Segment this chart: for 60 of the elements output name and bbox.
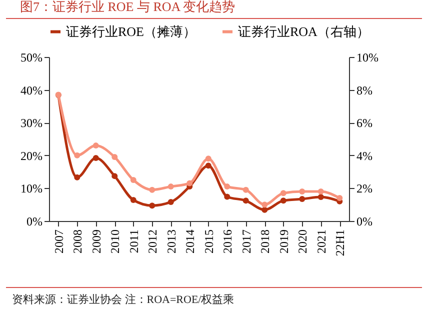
x-tick-label: 2011 — [126, 230, 141, 254]
y2-tick-label: 10% — [356, 50, 378, 64]
x-tick-label: 2014 — [183, 230, 198, 254]
point — [318, 194, 324, 200]
chart-title: 图7：证券行业 ROE 与 ROA 变化趋势 — [6, 0, 422, 19]
point — [224, 184, 230, 190]
point — [112, 173, 118, 180]
point — [280, 198, 286, 204]
y2-tick-label: 6% — [356, 116, 372, 130]
point — [205, 156, 212, 162]
y-tick-label: 50% — [20, 50, 42, 64]
x-tick-label: 2013 — [164, 230, 178, 254]
y-tick-label: 10% — [20, 182, 42, 196]
point — [262, 202, 268, 208]
point — [242, 198, 249, 204]
y-tick-label: 30% — [20, 116, 42, 130]
point — [149, 186, 156, 193]
point — [318, 188, 324, 194]
y-tick-label: 20% — [20, 148, 42, 163]
point — [336, 195, 343, 202]
y2-tick-label: 4% — [356, 148, 372, 163]
x-tick-label: 2018 — [258, 230, 272, 254]
point — [74, 152, 80, 158]
y2-tick-label: 0% — [356, 214, 372, 228]
point — [224, 194, 230, 200]
point — [112, 154, 118, 160]
x-tick-label: 2009 — [89, 230, 104, 254]
point — [186, 180, 193, 186]
point — [149, 202, 156, 209]
x-tick-label: 22H1 — [333, 230, 348, 256]
x-tick-label: 2017 — [239, 230, 254, 254]
x-tick-label: 2007 — [52, 230, 66, 254]
x-tick-label: 2008 — [70, 230, 85, 254]
point — [280, 190, 286, 196]
x-tick-label: 2021 — [314, 230, 328, 254]
x-tick-label: 2020 — [296, 230, 310, 254]
x-tick-label: 2015 — [202, 230, 216, 254]
legend-label: 证券行业ROE（摊薄） — [66, 24, 196, 39]
point — [130, 197, 136, 203]
x-tick-label: 2016 — [220, 230, 235, 254]
y-tick-label: 0% — [26, 214, 42, 228]
x-tick-label: 2012 — [146, 230, 160, 254]
y2-tick-label: 2% — [356, 182, 372, 196]
point — [299, 188, 306, 194]
point — [92, 155, 99, 162]
point — [74, 174, 80, 180]
text: 资料来源：证券业协会 注：ROA=ROE/权益乘 — [6, 287, 422, 307]
point — [168, 184, 174, 190]
x-tick-label: 2010 — [108, 230, 122, 254]
legend-label: 证券行业ROA（右轴） — [238, 24, 370, 39]
point — [130, 177, 136, 183]
point — [299, 196, 306, 202]
point — [205, 162, 212, 169]
x-tick-label: 2019 — [276, 230, 291, 254]
y-tick-label: 40% — [20, 83, 42, 98]
point — [262, 206, 268, 213]
point — [168, 198, 174, 205]
point — [242, 186, 249, 193]
y2-tick-label: 8% — [356, 83, 372, 98]
point — [92, 142, 99, 149]
